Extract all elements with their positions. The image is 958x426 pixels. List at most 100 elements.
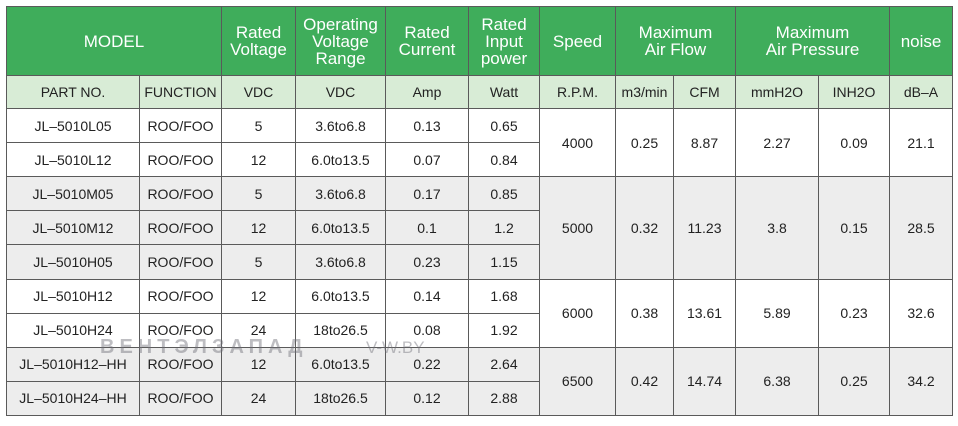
header-max-air-flow: Maximum Air Flow: [614, 6, 737, 76]
header-rated-input-power: Rated Input power: [468, 6, 540, 76]
table-row: JL–5010M05 ROO/FOO 5 3.6to6.8 0.17 0.85 …: [6, 176, 954, 280]
table-row: JL–5010M12 ROO/FOO 12 6.0to13.5 0.1 1.2: [6, 210, 953, 246]
header-model: MODEL: [6, 6, 222, 76]
subheader-part-no: PART NO.: [6, 75, 140, 109]
cell-watt: 2.88: [468, 380, 540, 417]
cell-cfm: 11.23: [672, 176, 737, 280]
header-rated-voltage: Rated Voltage: [221, 6, 296, 76]
subheader-function: FUNCTION: [139, 75, 222, 109]
subheader-amp: Amp: [385, 75, 469, 109]
cell-vdc-range: 6.0to13.5: [295, 142, 386, 178]
subheader-inh2o: INH2O: [818, 75, 891, 109]
cell-part-no: JL–5010M12: [6, 210, 140, 246]
subheader-rpm: R.P.M.: [539, 75, 616, 109]
header-max-air-pressure: Maximum Air Pressure: [735, 6, 891, 76]
cell-rpm: 6500: [539, 346, 616, 417]
cell-m3min: 0.42: [615, 346, 674, 417]
cell-mmh2o: 2.27: [735, 107, 820, 178]
cell-m3min: 0.32: [615, 176, 674, 280]
subheader-vdc: VDC: [221, 75, 296, 109]
cell-vdc-range: 18to26.5: [295, 380, 386, 417]
cell-function: ROO/FOO: [139, 176, 222, 212]
cell-vdc: 12: [221, 210, 296, 246]
cell-watt: 0.65: [468, 107, 540, 144]
cell-vdc-range: 3.6to6.8: [295, 244, 386, 280]
table-row: JL–5010H24–HH ROO/FOO 24 18to26.5 0.12 2…: [6, 380, 953, 417]
cell-amp: 0.22: [385, 346, 469, 382]
cell-function: ROO/FOO: [139, 380, 222, 417]
cell-vdc: 12: [221, 278, 296, 314]
table-row: JL–5010H24 ROO/FOO 24 18to26.5 0.08 1.92: [6, 312, 953, 348]
subheader-cfm: CFM: [672, 75, 737, 109]
cell-dba: 28.5: [889, 176, 954, 280]
header-speed: Speed: [539, 6, 616, 76]
cell-vdc: 5: [221, 107, 296, 144]
cell-m3min: 0.38: [615, 278, 674, 348]
cell-function: ROO/FOO: [139, 142, 222, 178]
cell-dba: 34.2: [889, 346, 954, 417]
cell-vdc-range: 3.6to6.8: [295, 107, 386, 144]
cell-amp: 0.14: [385, 278, 469, 314]
cell-amp: 0.08: [385, 312, 469, 348]
cell-amp: 0.23: [385, 244, 469, 280]
table-row: JL–5010L05 ROO/FOO 5 3.6to6.8 0.13 0.65 …: [6, 107, 954, 178]
cell-amp: 0.1: [385, 210, 469, 246]
cell-inh2o: 0.09: [818, 107, 891, 178]
cell-rpm: 4000: [539, 107, 616, 178]
cell-vdc: 5: [221, 176, 296, 212]
subheader-watt: Watt: [468, 75, 540, 109]
cell-part-no: JL–5010H24: [6, 312, 140, 348]
cell-function: ROO/FOO: [139, 278, 222, 314]
watermark-text: ВЕНТЭЛЗАПАД: [100, 336, 308, 358]
cell-vdc-range: 6.0to13.5: [295, 346, 386, 382]
cell-vdc: 24: [221, 380, 296, 417]
cell-watt: 2.64: [468, 346, 540, 382]
cell-cfm: 13.61: [672, 278, 737, 348]
cell-inh2o: 0.25: [818, 346, 891, 417]
cell-watt: 0.85: [468, 176, 540, 212]
cell-amp: 0.12: [385, 380, 469, 417]
cell-vdc: 24: [221, 312, 296, 348]
table-row: JL–5010H05 ROO/FOO 5 3.6to6.8 0.23 1.15: [6, 244, 953, 280]
cell-dba: 32.6: [889, 278, 954, 348]
cell-watt: 1.15: [468, 244, 540, 280]
cell-amp: 0.07: [385, 142, 469, 178]
cell-watt: 0.84: [468, 142, 540, 178]
cell-rpm: 6000: [539, 278, 616, 348]
table-row: JL–5010H12–HH ROO/FOO 12 6.0to13.5 0.22 …: [6, 346, 954, 417]
cell-cfm: 14.74: [672, 346, 737, 417]
subheader-vdc-range: VDC: [295, 75, 386, 109]
cell-vdc-range: 6.0to13.5: [295, 210, 386, 246]
cell-function: ROO/FOO: [139, 107, 222, 144]
cell-vdc: 5: [221, 244, 296, 280]
cell-amp: 0.13: [385, 107, 469, 144]
cell-part-no: JL–5010H24–HH: [6, 380, 140, 417]
cell-inh2o: 0.23: [818, 278, 891, 348]
cell-mmh2o: 5.89: [735, 278, 820, 348]
subheader-m3min: m3/min: [615, 75, 674, 109]
subheader-dba: dB–A: [889, 75, 954, 109]
fan-spec-table: MODEL Rated Voltage Operating Voltage Ra…: [6, 6, 954, 417]
cell-vdc-range: 3.6to6.8: [295, 176, 386, 212]
cell-rpm: 5000: [539, 176, 616, 280]
cell-function: ROO/FOO: [139, 244, 222, 280]
cell-vdc: 12: [221, 346, 296, 382]
cell-part-no: JL–5010M05: [6, 176, 140, 212]
cell-vdc-range: 6.0to13.5: [295, 278, 386, 314]
header-noise: noise: [889, 6, 954, 76]
table-row: JL–5010H12 ROO/FOO 12 6.0to13.5 0.14 1.6…: [6, 278, 954, 348]
cell-dba: 21.1: [889, 107, 954, 178]
subheader-mmh2o: mmH2O: [735, 75, 820, 109]
cell-part-no: JL–5010H05: [6, 244, 140, 280]
cell-inh2o: 0.15: [818, 176, 891, 280]
cell-part-no: JL–5010L05: [6, 107, 140, 144]
cell-part-no: JL–5010H12: [6, 278, 140, 314]
cell-function: ROO/FOO: [139, 210, 222, 246]
header-rated-current: Rated Current: [385, 6, 469, 76]
cell-watt: 1.2: [468, 210, 540, 246]
table-row: JL–5010L12 ROO/FOO 12 6.0to13.5 0.07 0.8…: [6, 142, 953, 178]
cell-cfm: 8.87: [672, 107, 737, 178]
cell-function: ROO/FOO: [139, 312, 222, 348]
cell-amp: 0.17: [385, 176, 469, 212]
cell-vdc: 12: [221, 142, 296, 178]
